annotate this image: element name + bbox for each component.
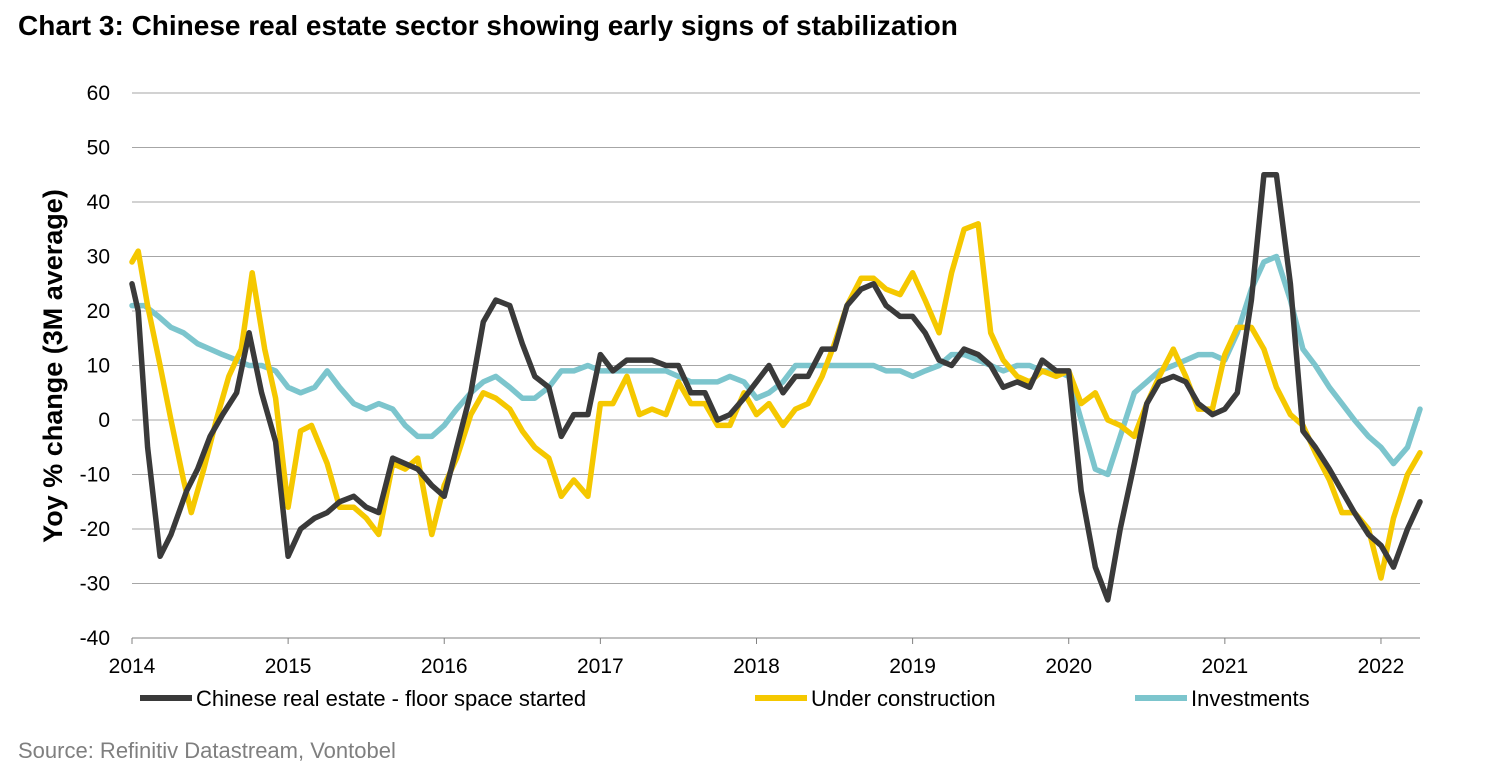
legend: Chinese real estate - floor space starte… bbox=[140, 686, 1310, 711]
series-line-1 bbox=[129, 221, 1423, 581]
y-tick-label: 40 bbox=[87, 191, 110, 214]
x-tick-label: 2020 bbox=[1045, 655, 1092, 678]
x-tick-label: 2016 bbox=[421, 655, 468, 678]
y-tick-label: 0 bbox=[98, 409, 110, 432]
y-axis-ticks: 60 50 40 30 20 10 0 -10 -20 -30 -40 bbox=[80, 82, 110, 650]
y-tick-label: -30 bbox=[80, 573, 110, 596]
gridlines bbox=[132, 92, 1420, 639]
y-tick-label: -10 bbox=[80, 464, 110, 487]
x-tick-label: 2021 bbox=[1201, 655, 1248, 678]
y-tick-label: 20 bbox=[87, 300, 110, 323]
y-tick-label: 10 bbox=[87, 355, 110, 378]
x-tick-label: 2022 bbox=[1358, 655, 1405, 678]
y-axis-label: Yoy % change (3M average) bbox=[38, 189, 68, 543]
y-tick-label: 30 bbox=[87, 246, 110, 269]
x-tick-label: 2015 bbox=[265, 655, 312, 678]
y-tick-label: -40 bbox=[80, 627, 110, 650]
y-tick-label: 60 bbox=[87, 82, 110, 105]
y-tick-label: -20 bbox=[80, 518, 110, 541]
x-tick-label: 2017 bbox=[577, 655, 624, 678]
series-line-0 bbox=[129, 172, 1423, 603]
x-axis-ticks: 2014 2015 2016 2017 2018 2019 2020 2021 2022 bbox=[109, 638, 1405, 678]
y-tick-label: 50 bbox=[87, 137, 110, 160]
source-note: Source: Refinitiv Datastream, Vontobel bbox=[18, 738, 396, 763]
legend-label: Chinese real estate - floor space starte… bbox=[196, 686, 586, 711]
series-lines bbox=[129, 172, 1423, 603]
chart-title: Chart 3: Chinese real estate sector show… bbox=[18, 10, 958, 41]
legend-label: Investments bbox=[1191, 686, 1310, 711]
x-tick-label: 2018 bbox=[733, 655, 780, 678]
legend-label: Under construction bbox=[811, 686, 996, 711]
x-tick-label: 2014 bbox=[109, 655, 156, 678]
series-line-2 bbox=[129, 253, 1423, 478]
x-tick-label: 2019 bbox=[889, 655, 936, 678]
